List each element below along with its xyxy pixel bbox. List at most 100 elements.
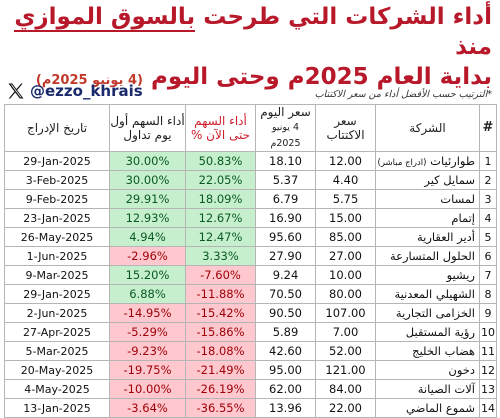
price-today-label: سعر اليوم xyxy=(260,105,311,120)
col-header-perf-first-day: أداء السهم أول يوم تداول xyxy=(109,104,186,152)
sort-note: *الترتيب حسب الأفضل أداء من سعر الاكتتاب xyxy=(314,89,492,100)
table-row: 4 إتمام 15.00 16.90 12.67% 12.93% 23-Jan-2025 xyxy=(4,208,497,228)
perf-now: -21.49% xyxy=(185,360,256,380)
title-text-end: منذ xyxy=(455,34,492,60)
ipo-price: 22.00 xyxy=(315,398,376,418)
company-name-text: أدير العقارية xyxy=(416,230,475,244)
company-name-text: طوارئيات xyxy=(430,154,475,168)
price-today: 5.89 xyxy=(255,322,316,342)
listing-date: 5-Mar-2025 xyxy=(4,341,110,361)
perf-first-day: 30.00% xyxy=(109,170,186,190)
table-row: 10 رؤية المستقبل 7.00 5.89 -15.86% -5.29% 27-A… xyxy=(4,322,497,342)
perf-first-day: 15.20% xyxy=(109,265,186,285)
perf-now: 12.67% xyxy=(185,208,256,228)
title-date: (4 يونيو 2025م) xyxy=(35,73,143,88)
price-today: 90.50 xyxy=(255,303,316,323)
title-highlight: بالسوق الموازي xyxy=(14,4,196,32)
perf-now: 22.05% xyxy=(185,170,256,190)
row-number: 1 xyxy=(479,151,497,171)
company-name: طوارئيات (ادراج مباشر) xyxy=(375,151,480,171)
table-row: 7 ريشيو 10.00 9.24 -7.60% 15.20% 9-Mar-2025 xyxy=(4,265,497,285)
row-number: 7 xyxy=(479,265,497,285)
row-number: 5 xyxy=(479,227,497,247)
company-name-text: ريشيو xyxy=(446,268,475,282)
header-row: # الشركة سعر الاكتتاب سعر اليوم 4 يونيو 2… xyxy=(4,104,497,152)
company-name: الحلول المتسارعة xyxy=(375,246,480,266)
perf-now: 18.09% xyxy=(185,189,256,209)
row-number: 3 xyxy=(479,189,497,209)
listing-date: 9-Mar-2025 xyxy=(4,265,110,285)
company-name-text: رؤية المستقبل xyxy=(405,325,475,339)
perf-first-day: -3.64% xyxy=(109,398,186,418)
price-today: 27.90 xyxy=(255,246,316,266)
ipo-price: 84.00 xyxy=(315,379,376,399)
listing-date: 13-Jan-2025 xyxy=(4,398,110,418)
table-row: 2 سمايل كير 4.40 5.37 22.05% 30.00% 3-Feb-2025 xyxy=(4,170,497,190)
title-line-1: أداء الشركات التي طرحت بالسوق الموازي من… xyxy=(8,2,492,62)
company-name-text: شموع الماضي xyxy=(406,401,475,415)
table-row: 12 دخون 121.00 95.00 -21.49% -19.75% 20-May-20… xyxy=(4,360,497,380)
listing-date: 26-May-2025 xyxy=(4,227,110,247)
company-name: سمايل كير xyxy=(375,170,480,190)
perf-now: -11.88% xyxy=(185,284,256,304)
listing-date: 29-Jan-2025 xyxy=(4,284,110,304)
perf-now: -26.19% xyxy=(185,379,256,399)
ipo-price: 80.00 xyxy=(315,284,376,304)
perf-now: -15.86% xyxy=(185,322,256,342)
perf-now: 12.47% xyxy=(185,227,256,247)
col-header-perf-now: أداء السهم حتى الآن % xyxy=(185,104,256,152)
table-row: 8 الشهيلي المعدنية 80.00 70.50 -11.88% 6.88% 2… xyxy=(4,284,497,304)
row-number: 9 xyxy=(479,303,497,323)
row-number: 2 xyxy=(479,170,497,190)
ipo-price: 12.00 xyxy=(315,151,376,171)
perf-now: -18.08% xyxy=(185,341,256,361)
company-name-text: الحلول المتسارعة xyxy=(389,249,475,263)
col-header-price-today: سعر اليوم 4 يونيو 2025م xyxy=(255,104,316,152)
perf-first-day: -10.00% xyxy=(109,379,186,399)
ipo-price: 52.00 xyxy=(315,341,376,361)
ipo-price: 10.00 xyxy=(315,265,376,285)
listing-date: 20-May-2025 xyxy=(4,360,110,380)
table-row: 1 طوارئيات (ادراج مباشر) 12.00 18.10 50.83% 3… xyxy=(4,151,497,171)
company-name-text: آلات الصيانة xyxy=(417,382,475,396)
perf-first-day: -5.29% xyxy=(109,322,186,342)
price-today: 16.90 xyxy=(255,208,316,228)
company-name: إتمام xyxy=(375,208,480,228)
company-name: ريشيو xyxy=(375,265,480,285)
perf-now: -7.60% xyxy=(185,265,256,285)
company-name: آلات الصيانة xyxy=(375,379,480,399)
col-header-num: # xyxy=(479,104,497,152)
listing-date: 2-Jun-2025 xyxy=(4,303,110,323)
table-row: 6 الحلول المتسارعة 27.00 27.90 3.33% -2.96% 1-… xyxy=(4,246,497,266)
price-today: 18.10 xyxy=(255,151,316,171)
company-name-text: إتمام xyxy=(451,211,475,225)
company-name: الشهيلي المعدنية xyxy=(375,284,480,304)
title-text-2: بداية العام 2025م وحتى اليوم xyxy=(142,64,492,90)
row-number: 4 xyxy=(479,208,497,228)
perf-first-day: 6.88% xyxy=(109,284,186,304)
col-header-listing-date: تاريخ الإدراج xyxy=(4,104,110,152)
company-name-text: الشهيلي المعدنية xyxy=(394,287,475,301)
company-name: الخزامى التجارية xyxy=(375,303,480,323)
row-number: 11 xyxy=(479,341,497,361)
company-name: رؤية المستقبل xyxy=(375,322,480,342)
ipo-price: 107.00 xyxy=(315,303,376,323)
table-row: 14 شموع الماضي 22.00 13.96 -36.55% -3.64% 13-J… xyxy=(4,398,497,418)
company-name: لمسات xyxy=(375,189,480,209)
table-row: 3 لمسات 5.75 6.79 18.09% 29.91% 9-Feb-2025 xyxy=(4,189,497,209)
perf-now: 3.33% xyxy=(185,246,256,266)
price-today: 6.79 xyxy=(255,189,316,209)
table-row: 13 آلات الصيانة 84.00 62.00 -26.19% -10.00% 4-… xyxy=(4,379,497,399)
perf-first-day: -2.96% xyxy=(109,246,186,266)
company-name: أدير العقارية xyxy=(375,227,480,247)
company-name: دخون xyxy=(375,360,480,380)
price-today: 42.60 xyxy=(255,341,316,361)
company-name-text: دخون xyxy=(448,363,475,377)
listing-date: 23-Jan-2025 xyxy=(4,208,110,228)
ipo-performance-table: # الشركة سعر الاكتتاب سعر اليوم 4 يونيو 2… xyxy=(4,104,497,418)
price-today: 70.50 xyxy=(255,284,316,304)
perf-now: -15.42% xyxy=(185,303,256,323)
author-handle[interactable]: @ezzo_khrais xyxy=(6,79,143,103)
price-today: 13.96 xyxy=(255,398,316,418)
price-today: 95.60 xyxy=(255,227,316,247)
